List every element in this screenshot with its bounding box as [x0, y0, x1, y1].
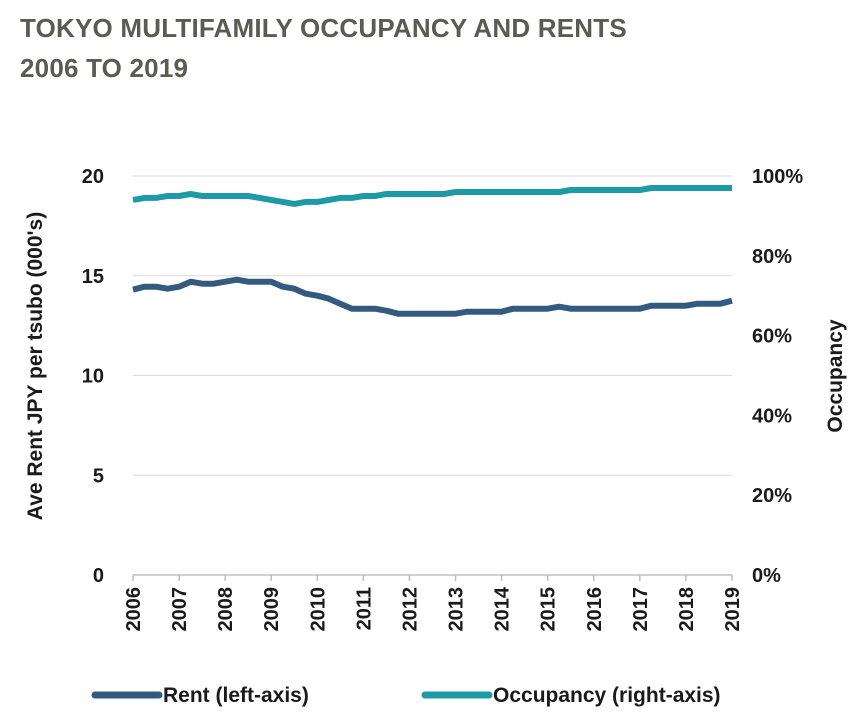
occupancy-series-line — [132, 185, 732, 207]
legend: Rent (left-axis) Occupancy (right-axis) — [91, 684, 721, 707]
chart-title-line-1: TOKYO MULTIFAMILY OCCUPANCY AND RENTS — [20, 13, 627, 43]
right-axis-title: Occupancy — [824, 319, 847, 433]
x-tick-label: 2019 — [722, 587, 744, 632]
chart-title: TOKYO MULTIFAMILY OCCUPANCY AND RENTS 20… — [20, 8, 627, 88]
right-tick-label: 100% — [752, 166, 803, 188]
x-tick-label: 2014 — [492, 586, 514, 631]
x-tick-label: 2010 — [307, 587, 329, 632]
x-tick-label: 2017 — [630, 587, 652, 632]
left-tick-label: 15 — [82, 266, 104, 288]
legend-label: Occupancy (right-axis) — [493, 684, 721, 707]
series-lines — [132, 185, 733, 317]
x-tick-label: 2009 — [261, 587, 283, 632]
x-tick-label: 2011 — [353, 587, 375, 630]
x-axis: 2006 2007 2008 2009 2010 2011 2012 2013 2014 2015… — [123, 574, 744, 632]
x-tick-label: 2008 — [215, 587, 237, 632]
left-tick-label: 10 — [82, 366, 104, 388]
right-y-axis-ticks: 0% 20% 40% 60% 80% 100% — [752, 166, 803, 587]
right-tick-label: 0% — [752, 565, 781, 587]
legend-label: Rent (left-axis) — [163, 684, 309, 707]
gridlines — [133, 175, 732, 476]
chart-title-line-2: 2006 TO 2019 — [20, 53, 189, 83]
rent-series-line — [132, 276, 733, 317]
right-tick-label: 20% — [752, 485, 792, 507]
left-y-axis-ticks: 0 5 10 15 20 — [82, 166, 104, 587]
x-tick-label: 2012 — [399, 587, 421, 632]
x-tick-label: 2015 — [538, 587, 560, 632]
right-tick-label: 60% — [752, 326, 792, 348]
x-tick-label: 2013 — [446, 587, 468, 632]
left-tick-label: 20 — [82, 166, 104, 188]
left-axis-title: Ave Rent JPY per tsubo (000's) — [24, 212, 47, 520]
x-tick-label: 2016 — [584, 587, 606, 632]
x-tick-label: 2018 — [676, 587, 698, 632]
right-tick-label: 40% — [752, 405, 792, 427]
x-tick-label: 2006 — [123, 587, 145, 632]
left-tick-label: 0 — [93, 565, 104, 587]
right-tick-label: 80% — [752, 246, 792, 268]
left-tick-label: 5 — [93, 465, 104, 487]
x-tick-label: 2007 — [169, 587, 191, 632]
